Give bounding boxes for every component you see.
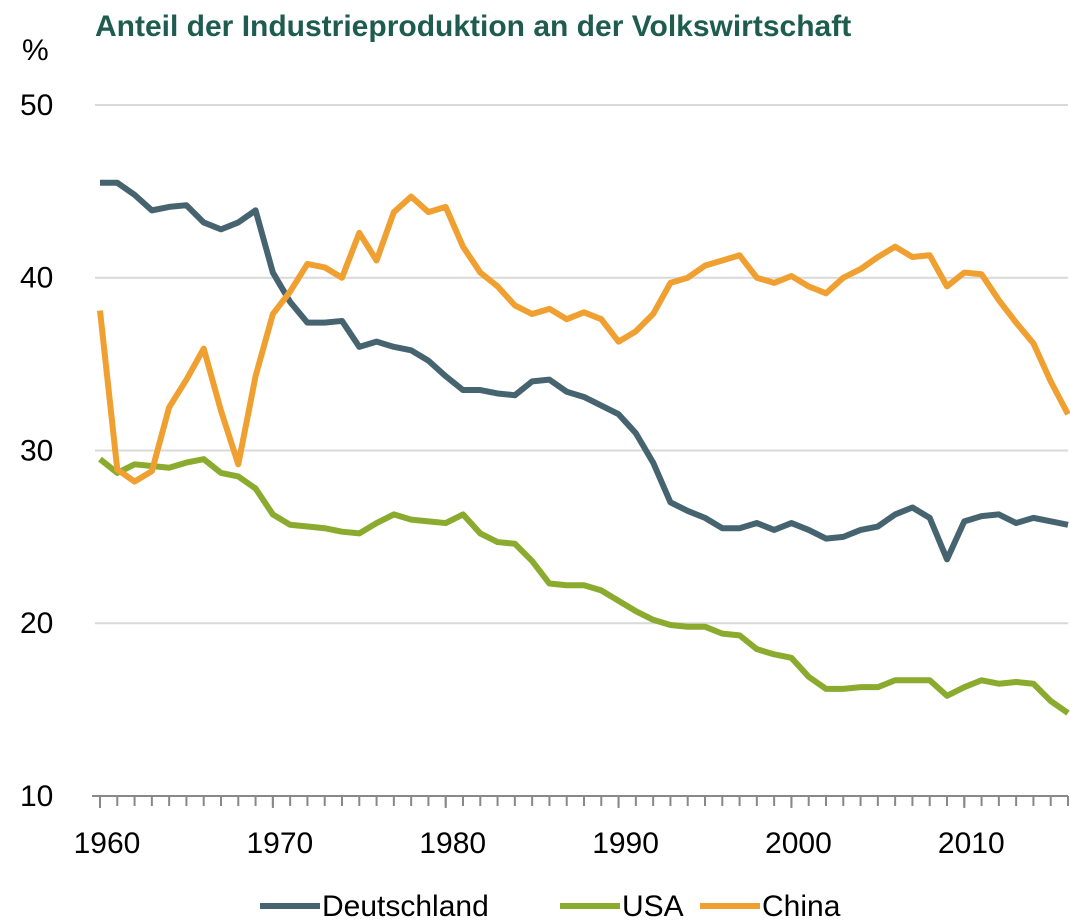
x-tick-label: 1980 bbox=[419, 827, 486, 860]
data-line bbox=[100, 179, 1069, 563]
data-line bbox=[97, 193, 1070, 485]
y-tick-label: 40 bbox=[20, 262, 53, 295]
data-line bbox=[98, 456, 1070, 716]
y-axis-label: % bbox=[22, 34, 49, 67]
x-tick-label: 1970 bbox=[246, 827, 313, 860]
legend-label: USA bbox=[622, 890, 684, 923]
x-tick-label: 2010 bbox=[938, 827, 1005, 860]
x-tick-label: 1990 bbox=[592, 827, 659, 860]
x-tick-label: 2000 bbox=[765, 827, 832, 860]
x-tick-label: 1960 bbox=[74, 827, 141, 860]
y-tick-label: 50 bbox=[20, 89, 53, 122]
chart-title: Anteil der Industrieproduktion an der Vo… bbox=[95, 10, 851, 43]
y-tick-label: 30 bbox=[20, 434, 53, 467]
y-tick-label: 10 bbox=[20, 780, 53, 813]
legend-label: China bbox=[762, 890, 841, 923]
y-tick-label: 20 bbox=[20, 607, 53, 640]
legend-label: Deutschland bbox=[322, 890, 489, 923]
